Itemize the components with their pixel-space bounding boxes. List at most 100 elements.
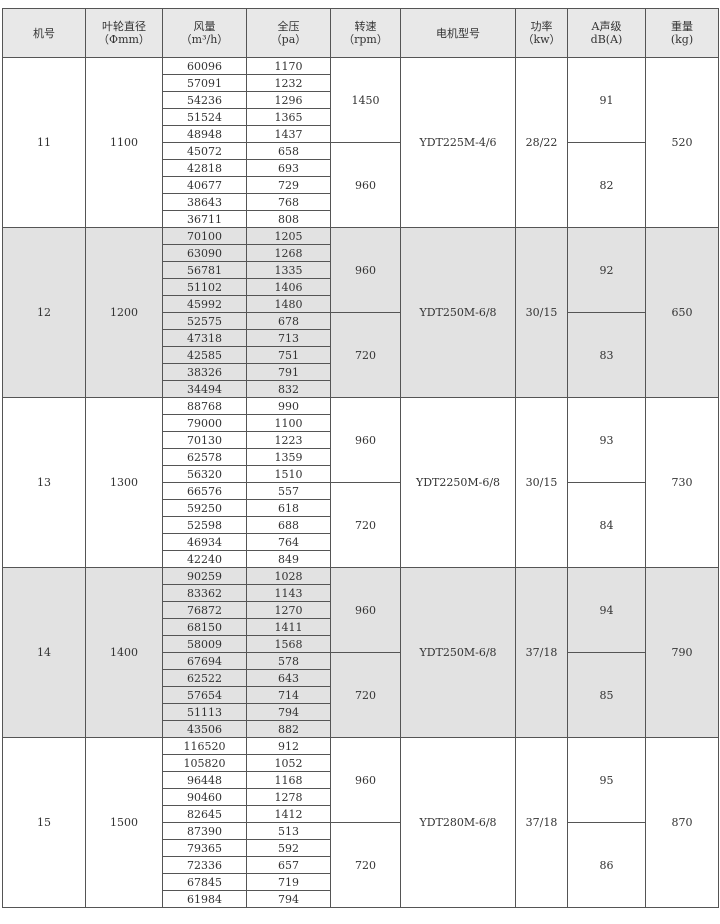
table-row: 57654 714 xyxy=(3,686,719,704)
pressure-cell: 1296 xyxy=(246,91,331,109)
pressure-cell: 1270 xyxy=(246,601,331,619)
airflow-cell: 90460 xyxy=(162,788,247,806)
header-label: A声级 xyxy=(591,20,622,33)
pressure-cell: 764 xyxy=(246,533,331,551)
speed-cell: 960 xyxy=(330,737,401,823)
table-row: 34494 832 xyxy=(3,380,719,398)
header-label: 重量 xyxy=(671,20,693,33)
airflow-cell: 96448 xyxy=(162,771,247,789)
table-row: 62578 1359 xyxy=(3,448,719,466)
power-cell: 37/18 xyxy=(515,567,568,738)
pressure-cell: 808 xyxy=(246,210,331,228)
header-label: 电机型号 xyxy=(436,26,480,40)
airflow-cell: 51524 xyxy=(162,108,247,126)
machine-no-cell: 13 xyxy=(2,397,86,568)
table-row: 42240 849 xyxy=(3,550,719,568)
table-row: 45072 658 960 82 xyxy=(3,142,719,228)
weight-cell: 650 xyxy=(645,227,719,398)
airflow-cell: 70100 xyxy=(162,227,247,245)
speed-cell: 720 xyxy=(330,652,401,738)
airflow-cell: 40677 xyxy=(162,176,247,194)
pressure-cell: 990 xyxy=(246,397,331,415)
airflow-cell: 48948 xyxy=(162,125,247,143)
table-row: 14 1400 90259 1028 960 YDT250M-6/8 37/18 94 790 xyxy=(2,567,719,738)
sound-level-cell: 83 xyxy=(567,312,646,398)
speed-cell: 720 xyxy=(330,822,401,908)
pressure-cell: 791 xyxy=(246,363,331,381)
impeller-diameter-cell: 1300 xyxy=(85,397,163,568)
airflow-cell: 67694 xyxy=(162,652,247,670)
airflow-cell: 34494 xyxy=(162,380,247,398)
pressure-cell: 1232 xyxy=(246,74,331,92)
header-unit: （Φmm） xyxy=(98,33,150,46)
sound-level-cell: 95 xyxy=(567,737,646,823)
impeller-diameter-cell: 1500 xyxy=(85,737,163,908)
impeller-diameter-cell: 1100 xyxy=(85,57,163,228)
airflow-cell: 58009 xyxy=(162,635,247,653)
machine-no-cell: 12 xyxy=(2,227,86,398)
pressure-cell: 1168 xyxy=(246,771,331,789)
header-label: 全压 xyxy=(277,20,300,33)
pressure-cell: 1223 xyxy=(246,431,331,449)
header-unit: （kw） xyxy=(522,33,561,46)
airflow-cell: 46934 xyxy=(162,533,247,551)
airflow-cell: 42818 xyxy=(162,159,247,177)
airflow-cell: 38326 xyxy=(162,363,247,381)
table-row: 61984 794 xyxy=(3,890,719,908)
pressure-cell: 678 xyxy=(246,312,331,330)
airflow-cell: 76872 xyxy=(162,601,247,619)
sound-level-cell: 91 xyxy=(567,57,646,143)
power-cell: 37/18 xyxy=(515,737,568,908)
airflow-cell: 52598 xyxy=(162,516,247,534)
motor-model-cell: YDT250M-6/8 xyxy=(400,567,516,738)
table-row: 40677 729 xyxy=(3,176,719,194)
machine-no-cell: 15 xyxy=(2,737,86,908)
pressure-cell: 1365 xyxy=(246,108,331,126)
airflow-cell: 42240 xyxy=(162,550,247,568)
header-impeller-diameter: 叶轮直径 （Φmm） xyxy=(85,8,163,58)
pressure-cell: 1568 xyxy=(246,635,331,653)
pressure-cell: 513 xyxy=(246,822,331,840)
airflow-cell: 62522 xyxy=(162,669,247,687)
pressure-cell: 1406 xyxy=(246,278,331,296)
pressure-cell: 1411 xyxy=(246,618,331,636)
header-motor-model: 电机型号 xyxy=(400,8,516,58)
table-row: 90460 1278 xyxy=(3,788,719,806)
table-row: 56320 1510 xyxy=(3,465,719,483)
pressure-cell: 1170 xyxy=(246,57,331,75)
table-row: 67845 719 xyxy=(3,873,719,891)
airflow-cell: 83362 xyxy=(162,584,247,602)
table-row: 56781 1335 xyxy=(3,261,719,279)
table-row: 12 1200 70100 1205 960 YDT250M-6/8 30/15 92 650 xyxy=(2,227,719,398)
airflow-cell: 79365 xyxy=(162,839,247,857)
airflow-cell: 67845 xyxy=(162,873,247,891)
pressure-cell: 658 xyxy=(246,142,331,160)
header-unit: （m³/h） xyxy=(180,33,229,46)
airflow-cell: 90259 xyxy=(162,567,247,585)
pressure-cell: 719 xyxy=(246,873,331,891)
pressure-cell: 912 xyxy=(246,737,331,755)
weight-cell: 790 xyxy=(645,567,719,738)
pressure-cell: 1480 xyxy=(246,295,331,313)
speed-cell: 960 xyxy=(330,142,401,228)
airflow-cell: 82645 xyxy=(162,805,247,823)
airflow-cell: 79000 xyxy=(162,414,247,432)
pressure-cell: 618 xyxy=(246,499,331,517)
pressure-cell: 768 xyxy=(246,193,331,211)
pressure-cell: 1028 xyxy=(246,567,331,585)
airflow-cell: 60096 xyxy=(162,57,247,75)
pressure-cell: 1437 xyxy=(246,125,331,143)
pressure-cell: 578 xyxy=(246,652,331,670)
table-row: 67694 578 720 85 xyxy=(3,652,719,738)
header-sound-level: A声级 dB(A) xyxy=(567,8,646,58)
table-row: 79000 1100 xyxy=(3,414,719,432)
header-unit: （pa） xyxy=(270,33,307,46)
pressure-cell: 1052 xyxy=(246,754,331,772)
sound-level-cell: 85 xyxy=(567,652,646,738)
table-row: 47318 713 xyxy=(3,329,719,347)
table-row: 51113 794 xyxy=(3,703,719,721)
airflow-cell: 59250 xyxy=(162,499,247,517)
airflow-cell: 42585 xyxy=(162,346,247,364)
pressure-cell: 1278 xyxy=(246,788,331,806)
airflow-cell: 57091 xyxy=(162,74,247,92)
